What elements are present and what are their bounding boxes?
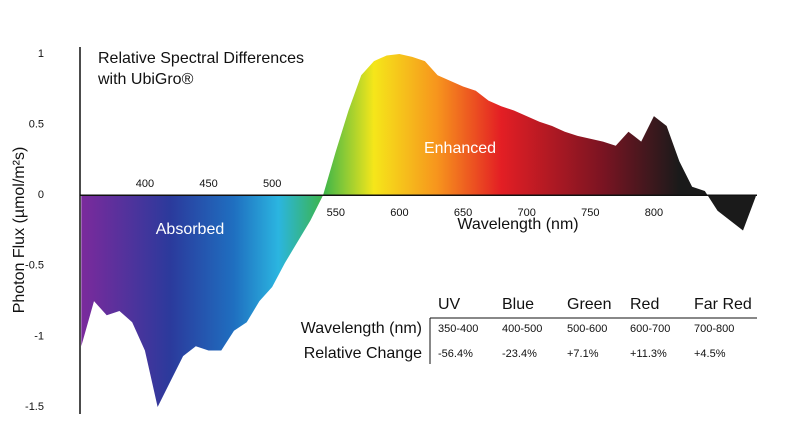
table-cell: 350-400 <box>438 323 478 335</box>
y-tick-label: -1 <box>34 330 44 342</box>
y-tick-label: -1.5 <box>25 401 44 413</box>
x-tick-label: 400 <box>136 178 154 190</box>
y-axis-label: Photon Flux (µmol/m²s) <box>11 147 28 314</box>
x-tick-label: 750 <box>581 207 599 219</box>
table-cell: +11.3% <box>630 348 667 360</box>
table-cell: -23.4% <box>502 348 537 360</box>
table-cell: +7.1% <box>567 348 599 360</box>
x-tick-label: 600 <box>390 207 408 219</box>
table-cell: -56.4% <box>438 348 473 360</box>
chart-title: Relative Spectral Differences with UbiGr… <box>98 50 305 88</box>
x-tick-label: 650 <box>454 207 472 219</box>
table-cell: +4.5% <box>694 348 726 360</box>
row-label: Relative Change <box>304 345 422 362</box>
x-tick-label: 550 <box>327 207 345 219</box>
y-tick-label: 1 <box>38 48 44 60</box>
spectrum-area <box>81 54 756 407</box>
table-header: Far Red <box>694 296 752 313</box>
table-cell: 700-800 <box>694 323 734 335</box>
annotation: Absorbed <box>156 221 225 238</box>
y-tick-label: 0 <box>38 189 44 201</box>
table-cell: 600-700 <box>630 323 670 335</box>
x-tick-label: 700 <box>517 207 535 219</box>
table-cell: 400-500 <box>502 323 542 335</box>
x-tick-label: 500 <box>263 178 281 190</box>
table-header: Red <box>630 296 659 313</box>
table-cell: 500-600 <box>567 323 607 335</box>
table-header: UV <box>438 296 461 313</box>
y-tick-label: 0.5 <box>29 119 44 131</box>
x-tick-label: 800 <box>645 207 663 219</box>
annotation: Enhanced <box>424 140 496 157</box>
y-tick-label: -0.5 <box>25 260 44 272</box>
x-tick-label: 450 <box>199 178 217 190</box>
x-axis-label: Wavelength (nm) <box>457 216 578 233</box>
table-header: Blue <box>502 296 534 313</box>
table-header: Green <box>567 296 611 313</box>
row-label: Wavelength (nm) <box>301 320 422 337</box>
